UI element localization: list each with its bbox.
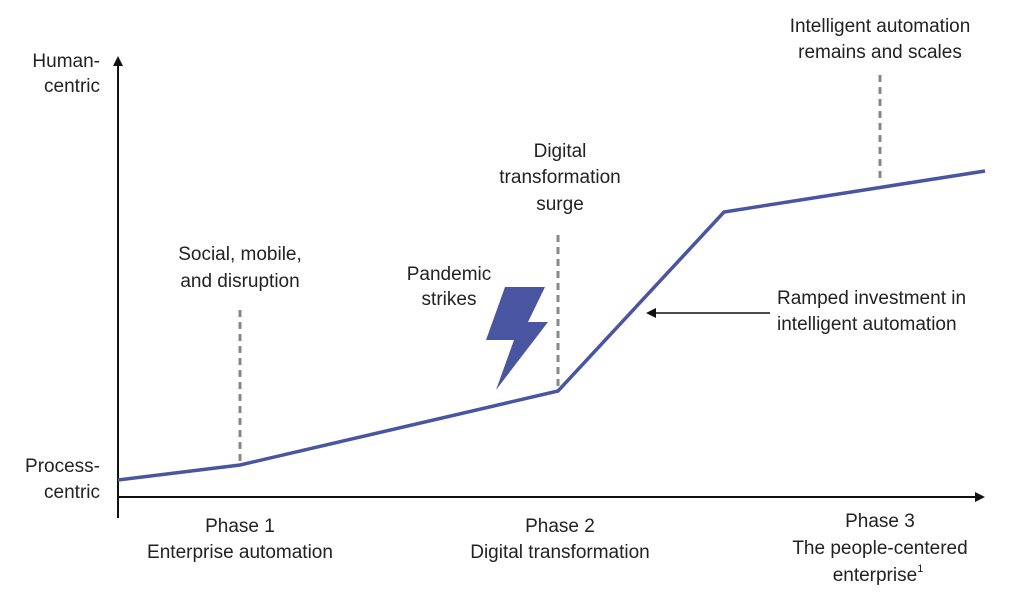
text-line: Phase 2	[525, 516, 595, 537]
text-line: Social, mobile,	[178, 244, 302, 265]
text-line: Intelligent automation	[790, 16, 971, 37]
text-line: Ramped investment in	[777, 288, 966, 309]
text-line: 1	[917, 563, 923, 575]
annotation: Ramped investment in intelligent automati…	[777, 288, 966, 335]
y-bottom-label: Process-centric	[25, 456, 100, 503]
phase-label: Phase 3 The people-centered enterprise1	[792, 511, 967, 586]
text-line: The people-centered	[792, 538, 967, 559]
annotation: Digital transformation surge	[499, 141, 620, 215]
text-line: remains and scales	[798, 42, 962, 63]
trend-line	[117, 169, 986, 482]
phase-label: Phase 2 Digital transformation	[470, 516, 650, 563]
text-line: Process-	[25, 456, 100, 477]
text-line: and disruption	[180, 271, 299, 292]
text-line: Digital transformation	[470, 542, 650, 563]
text-line: enterprise	[833, 565, 918, 586]
y-top-label: Human-centric	[32, 51, 100, 97]
annotation: Social, mobile, and disruption	[178, 244, 302, 292]
text-line: intelligent automation	[777, 314, 957, 335]
text-line: centric	[44, 482, 100, 503]
text-line: transformation	[499, 167, 620, 188]
lightning-icon	[486, 287, 548, 390]
text-line: surge	[536, 194, 584, 215]
text-line: Phase 3	[845, 511, 915, 532]
text-line: Enterprise automation	[147, 542, 333, 563]
text-line: Pandemic	[407, 264, 492, 285]
text-line: Human-	[32, 51, 100, 72]
annotation: Intelligent automation remains and scales	[790, 16, 971, 63]
text-line: strikes	[422, 289, 477, 310]
phase-label: Phase 1 Enterprise automation	[147, 516, 333, 563]
text-line: centric	[44, 76, 100, 97]
text-line: Phase 1	[205, 516, 275, 537]
text-line: Digital	[534, 141, 587, 162]
annotation: Pandemic strikes	[407, 264, 492, 310]
